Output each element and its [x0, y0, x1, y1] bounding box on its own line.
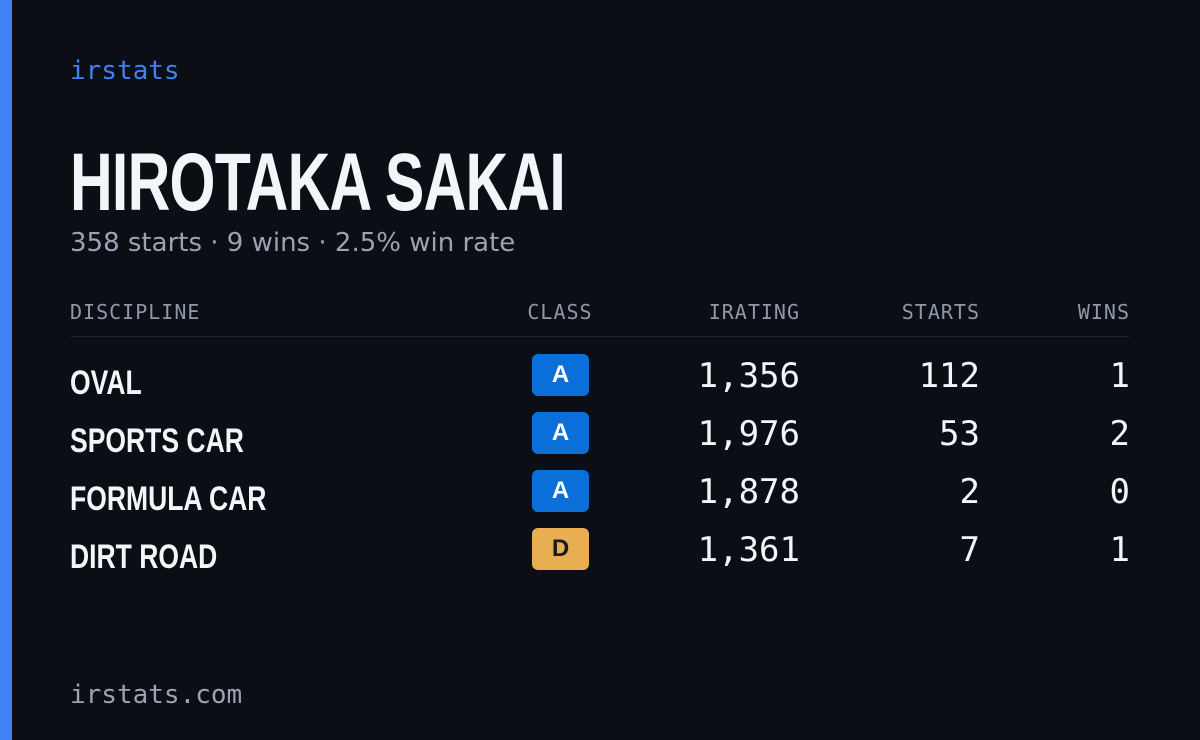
footer: irstats.com	[70, 680, 243, 710]
discipline: DIRT ROAD	[70, 538, 218, 576]
column-header: WINS	[1077, 300, 1130, 324]
column-header: DISCIPLINE	[70, 300, 201, 324]
starts-value: 53	[939, 414, 980, 454]
class-badge: A	[532, 412, 589, 454]
irating-value: 1,361	[697, 530, 800, 570]
driver-name: HIROTAKA SAKAI	[70, 137, 566, 228]
discipline: SPORTS CAR	[70, 422, 244, 460]
wins-value: 2	[1109, 414, 1130, 454]
wins-value: 0	[1109, 472, 1130, 512]
class-badge: D	[532, 528, 589, 570]
starts-value: 2	[959, 472, 980, 512]
class-badge: A	[532, 354, 589, 396]
accent-bar	[0, 0, 12, 740]
starts-value: 112	[918, 356, 980, 396]
wins-value: 1	[1109, 530, 1130, 570]
starts-value: 7	[959, 530, 980, 570]
class-badge: A	[532, 470, 589, 512]
discipline: OVAL	[70, 364, 142, 402]
brand: irstats	[70, 56, 180, 86]
discipline: FORMULA CAR	[70, 480, 267, 518]
column-header: STARTS	[901, 300, 980, 324]
irating-value: 1,878	[697, 472, 800, 512]
column-header: CLASS	[527, 300, 593, 324]
wins-value: 1	[1109, 356, 1130, 396]
driver-summary: 358 starts · 9 wins · 2.5% win rate	[70, 228, 516, 258]
irating-value: 1,976	[697, 414, 800, 454]
header-rule	[70, 336, 1130, 337]
irating-value: 1,356	[697, 356, 800, 396]
column-header: IRATING	[708, 300, 800, 324]
